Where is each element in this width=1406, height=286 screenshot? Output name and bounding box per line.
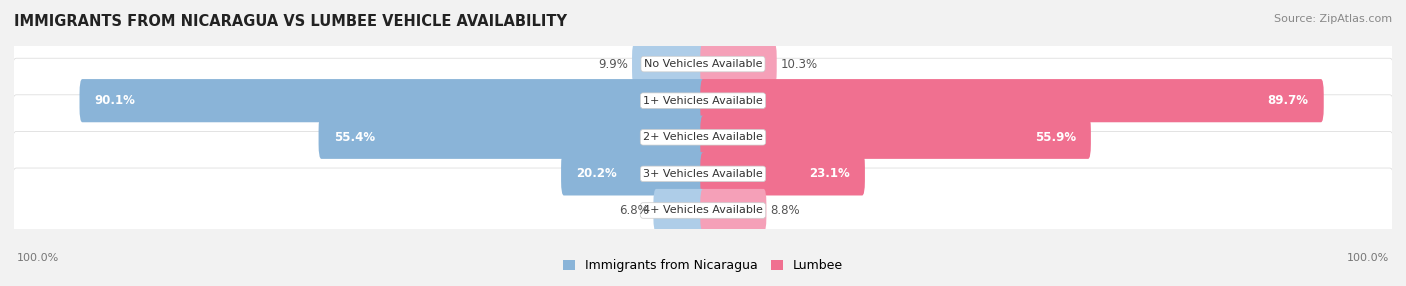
Text: 55.9%: 55.9% <box>1035 131 1076 144</box>
FancyBboxPatch shape <box>700 116 1091 159</box>
FancyBboxPatch shape <box>561 152 706 196</box>
Text: 1+ Vehicles Available: 1+ Vehicles Available <box>643 96 763 106</box>
Text: 100.0%: 100.0% <box>1347 253 1389 263</box>
Text: 6.8%: 6.8% <box>620 204 650 217</box>
Text: 10.3%: 10.3% <box>780 57 818 71</box>
Text: IMMIGRANTS FROM NICARAGUA VS LUMBEE VEHICLE AVAILABILITY: IMMIGRANTS FROM NICARAGUA VS LUMBEE VEHI… <box>14 14 567 29</box>
FancyBboxPatch shape <box>700 42 776 86</box>
Text: 55.4%: 55.4% <box>333 131 375 144</box>
FancyBboxPatch shape <box>80 79 706 122</box>
FancyBboxPatch shape <box>11 168 1395 253</box>
FancyBboxPatch shape <box>11 132 1395 216</box>
FancyBboxPatch shape <box>11 22 1395 106</box>
Text: No Vehicles Available: No Vehicles Available <box>644 59 762 69</box>
FancyBboxPatch shape <box>700 189 766 232</box>
Text: 4+ Vehicles Available: 4+ Vehicles Available <box>643 206 763 215</box>
Text: 20.2%: 20.2% <box>576 167 617 180</box>
Text: 8.8%: 8.8% <box>770 204 800 217</box>
FancyBboxPatch shape <box>11 58 1395 143</box>
Text: 2+ Vehicles Available: 2+ Vehicles Available <box>643 132 763 142</box>
FancyBboxPatch shape <box>700 152 865 196</box>
FancyBboxPatch shape <box>654 189 706 232</box>
Legend: Immigrants from Nicaragua, Lumbee: Immigrants from Nicaragua, Lumbee <box>558 255 848 277</box>
FancyBboxPatch shape <box>633 42 706 86</box>
Text: 100.0%: 100.0% <box>17 253 59 263</box>
Text: 90.1%: 90.1% <box>94 94 135 107</box>
FancyBboxPatch shape <box>11 95 1395 180</box>
Text: 23.1%: 23.1% <box>808 167 849 180</box>
Text: 3+ Vehicles Available: 3+ Vehicles Available <box>643 169 763 179</box>
Text: Source: ZipAtlas.com: Source: ZipAtlas.com <box>1274 14 1392 24</box>
FancyBboxPatch shape <box>700 79 1323 122</box>
Text: 89.7%: 89.7% <box>1268 94 1309 107</box>
FancyBboxPatch shape <box>319 116 706 159</box>
Text: 9.9%: 9.9% <box>598 57 628 71</box>
